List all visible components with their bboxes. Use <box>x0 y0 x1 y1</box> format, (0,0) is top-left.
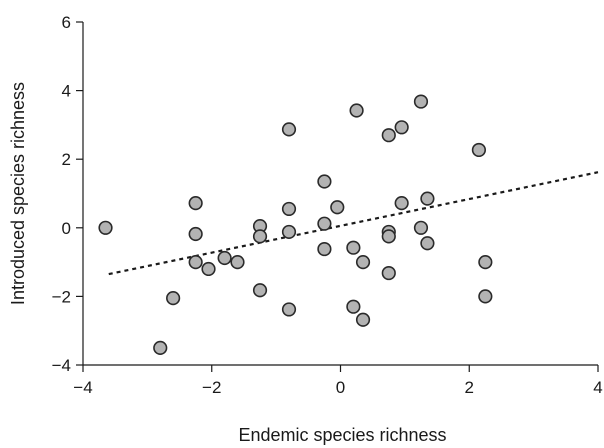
y-tick-label: 0 <box>62 219 71 238</box>
data-point <box>317 174 332 189</box>
trend-line <box>108 171 599 276</box>
data-point <box>201 261 216 277</box>
data-point <box>413 94 429 109</box>
y-ticks: −4 −2 0 2 4 6 <box>52 13 83 375</box>
y-tick-label: −4 <box>52 356 71 375</box>
data-point <box>355 255 371 270</box>
data-point <box>252 283 268 298</box>
data-point <box>188 255 203 270</box>
y-axis-title: Introduced species richness <box>8 82 28 305</box>
data-point <box>281 302 297 317</box>
x-tick-label: −4 <box>73 378 92 397</box>
data-point <box>420 236 435 251</box>
axes <box>82 22 598 366</box>
data-points <box>98 94 493 355</box>
data-point <box>252 229 268 244</box>
data-point <box>230 255 245 270</box>
data-point <box>281 201 297 217</box>
data-point <box>381 128 396 143</box>
y-tick-label: 6 <box>62 13 71 32</box>
x-ticks: −4 −2 0 2 4 <box>73 365 603 397</box>
x-tick-label: 0 <box>336 378 345 397</box>
y-tick-label: 4 <box>62 82 71 101</box>
data-point <box>153 340 168 355</box>
data-point <box>330 200 345 215</box>
x-tick-label: 4 <box>593 378 602 397</box>
data-point <box>217 250 232 266</box>
data-point <box>346 299 361 314</box>
data-point <box>394 196 409 211</box>
data-point <box>317 241 332 257</box>
y-tick-label: 2 <box>62 150 71 169</box>
data-point <box>478 255 493 270</box>
data-point <box>381 229 396 244</box>
x-tick-label: 2 <box>465 378 474 397</box>
data-point <box>355 312 371 327</box>
data-point <box>188 196 203 211</box>
data-point <box>166 291 181 306</box>
data-point <box>349 103 364 118</box>
data-point <box>413 220 429 235</box>
data-point <box>346 240 361 255</box>
data-point <box>394 120 409 135</box>
x-tick-label: −2 <box>202 378 221 397</box>
data-point <box>420 191 435 206</box>
data-point <box>381 265 396 281</box>
data-point <box>471 142 487 158</box>
data-point <box>98 220 113 235</box>
data-point <box>281 224 297 240</box>
x-axis-title: Endemic species richness <box>238 425 446 445</box>
data-point <box>317 216 332 231</box>
data-point <box>478 289 493 304</box>
data-point <box>281 122 297 137</box>
y-tick-label: −2 <box>52 287 71 306</box>
data-point <box>188 226 203 242</box>
